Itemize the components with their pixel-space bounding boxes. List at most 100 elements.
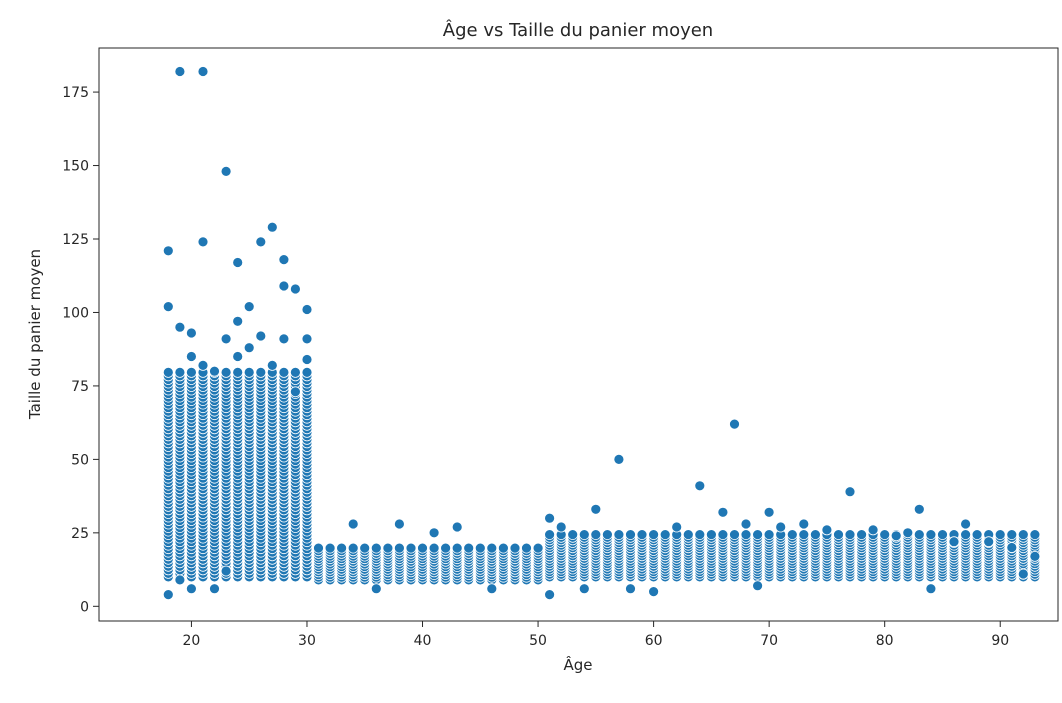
data-point [185, 327, 197, 339]
data-point [232, 366, 244, 378]
data-point [174, 366, 186, 378]
data-point [729, 418, 740, 430]
data-point [209, 583, 220, 595]
data-point [232, 257, 244, 268]
data-point [428, 527, 440, 539]
x-tick-label: 80 [876, 633, 894, 649]
data-point [694, 529, 706, 540]
x-axis-label: Âge [563, 655, 592, 674]
data-point [1029, 529, 1041, 540]
y-axis-ticks: 0 25 50 75 100 125 150 175 [62, 85, 99, 615]
data-point [821, 524, 833, 536]
data-point [613, 453, 625, 465]
data-point [220, 366, 232, 378]
data-point [544, 512, 555, 524]
x-tick-label: 30 [298, 633, 316, 649]
data-point [266, 359, 278, 371]
x-axis-ticks: 20 30 40 50 60 70 80 90 [183, 621, 1009, 649]
data-point [636, 529, 648, 540]
x-tick-label: 70 [760, 633, 778, 649]
data-point [463, 542, 475, 554]
data-point [717, 506, 729, 518]
data-point [324, 542, 336, 554]
data-point [948, 536, 960, 548]
data-point [382, 542, 394, 554]
data-point [393, 518, 405, 530]
data-point [555, 521, 567, 533]
data-point [278, 366, 290, 378]
data-point [174, 66, 186, 77]
data-point [393, 542, 405, 554]
data-point [717, 529, 729, 540]
data-point [301, 304, 313, 315]
data-point [625, 529, 636, 540]
y-tick-label: 150 [62, 159, 89, 175]
data-point [648, 586, 659, 597]
data-point [925, 529, 937, 540]
data-point [289, 283, 301, 295]
data-point [301, 366, 313, 378]
data-point [486, 542, 498, 554]
data-point [1006, 542, 1018, 553]
data-point [740, 518, 752, 530]
data-point [913, 503, 925, 515]
data-point [1006, 529, 1018, 540]
data-point [532, 542, 544, 554]
data-point [1017, 529, 1029, 540]
data-point [451, 542, 463, 554]
data-point [255, 366, 267, 378]
data-point [243, 342, 255, 354]
data-point [1029, 551, 1041, 562]
data-point [197, 236, 209, 248]
data-point [602, 529, 613, 540]
x-tick-label: 50 [529, 633, 547, 649]
data-point [659, 529, 671, 540]
y-tick-label: 175 [62, 85, 89, 101]
data-point [1017, 568, 1029, 580]
data-point [289, 386, 301, 398]
data-point [162, 245, 174, 257]
y-tick-label: 0 [80, 599, 89, 615]
y-tick-label: 100 [62, 305, 89, 321]
data-point [185, 583, 197, 595]
data-point [567, 529, 579, 540]
y-tick-label: 125 [62, 232, 89, 248]
data-point [509, 542, 521, 554]
data-point [255, 236, 267, 248]
chart-title: Âge vs Taille du panier moyen [443, 19, 713, 41]
data-point [925, 583, 937, 595]
data-point [278, 280, 290, 292]
data-point [798, 529, 810, 540]
data-point [590, 529, 602, 540]
data-point [578, 529, 590, 540]
x-tick-label: 90 [991, 633, 1009, 649]
data-point [347, 542, 359, 554]
data-point [289, 366, 301, 378]
data-point [220, 165, 232, 177]
data-point [971, 529, 983, 540]
data-point [336, 542, 348, 554]
y-tick-label: 75 [71, 379, 89, 395]
data-point [625, 583, 636, 595]
data-point [844, 486, 856, 498]
data-point [694, 480, 706, 492]
data-point [648, 529, 659, 540]
data-point [278, 333, 290, 345]
data-point [451, 521, 463, 533]
data-point [313, 542, 324, 554]
data-point [682, 529, 694, 540]
data-point [255, 330, 267, 342]
data-point [578, 583, 590, 595]
data-point [220, 333, 232, 345]
x-tick-label: 60 [645, 633, 663, 649]
data-points [162, 66, 1041, 600]
data-point [474, 542, 486, 554]
data-point [278, 254, 290, 266]
data-point [879, 529, 891, 540]
data-point [937, 529, 948, 540]
x-tick-label: 40 [414, 633, 432, 649]
data-point [752, 580, 763, 592]
data-point [162, 589, 174, 600]
data-point [706, 529, 717, 540]
